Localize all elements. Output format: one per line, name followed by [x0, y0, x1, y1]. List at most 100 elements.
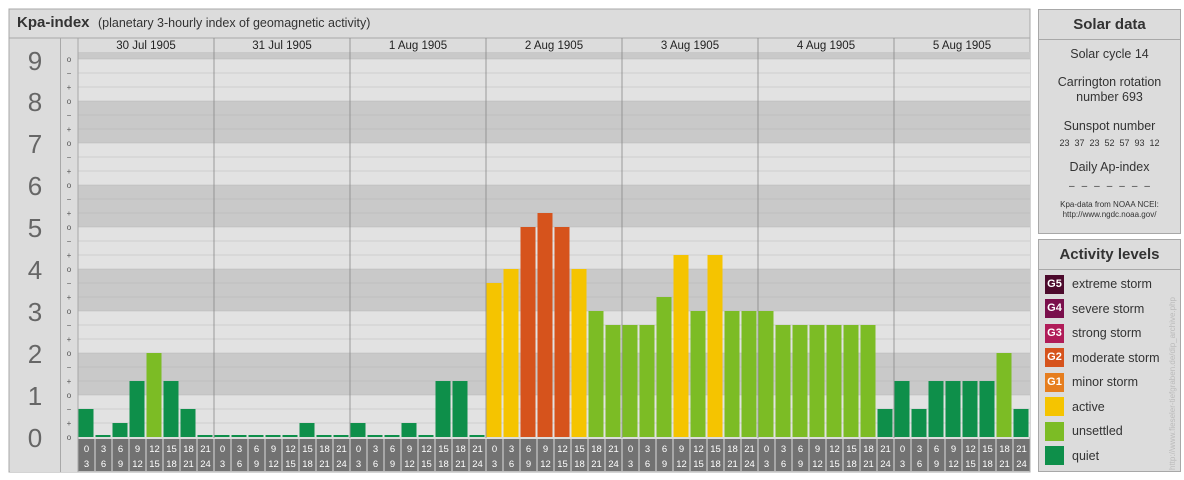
solar-cycle: Solar cycle 14 [1070, 47, 1149, 61]
hour-cell [78, 439, 95, 471]
y-subtick-label: + [67, 335, 72, 344]
hour-start: 9 [135, 444, 140, 455]
sunspot-value: 23 [1059, 138, 1070, 148]
hour-start: 21 [336, 444, 347, 455]
kp-bar [163, 381, 179, 437]
kp-bar [724, 311, 740, 437]
y-subtick-label: o [67, 139, 72, 148]
hour-cell [775, 439, 792, 471]
hour-cell [265, 439, 282, 471]
hour-end: 21 [455, 459, 466, 470]
y-label-column [10, 38, 60, 472]
sunspot-numbers: 23 37 23 52 57 93 12 [1039, 138, 1180, 148]
hour-start: 6 [390, 444, 395, 455]
day-label: 3 Aug 1905 [661, 40, 719, 52]
hour-start: 21 [200, 444, 211, 455]
y-tick-label: 2 [28, 339, 42, 369]
level-label: moderate storm [1072, 350, 1160, 365]
hour-end: 12 [676, 459, 687, 470]
hour-start: 15 [574, 444, 585, 455]
hour-end: 6 [509, 459, 514, 470]
hour-end: 21 [863, 459, 874, 470]
ap-value: – [1094, 181, 1100, 192]
hour-cell [112, 439, 129, 471]
levels-title: Activity levels [1039, 240, 1180, 270]
solar-data-panel: Solar data Solar cycle 14 Carrington rot… [1038, 9, 1181, 234]
hour-start: 3 [917, 444, 922, 455]
hour-end: 9 [118, 459, 123, 470]
kp-bar [775, 324, 791, 437]
kp-bar [945, 381, 961, 437]
y-band [78, 143, 1030, 185]
kp-bar [282, 435, 298, 437]
hour-start: 18 [183, 444, 194, 455]
kp-bar [503, 269, 519, 437]
solar-title: Solar data [1039, 10, 1180, 40]
credit-link[interactable]: http://www.fieseler-tiefgraben.de/dip_ar… [1168, 297, 1177, 470]
carrington-line-1: Carrington rotation [1057, 75, 1162, 89]
hour-start: 9 [951, 444, 956, 455]
hour-start: 6 [798, 444, 803, 455]
hour-start: 12 [965, 444, 976, 455]
y-tick-label: 0 [28, 423, 42, 453]
level-item: active [1045, 397, 1105, 417]
kp-bar [435, 381, 451, 437]
kp-bar [826, 324, 842, 437]
hour-end: 12 [404, 459, 415, 470]
y-subtick-label: o [67, 55, 72, 64]
kp-bar [350, 423, 366, 437]
hour-start: 3 [781, 444, 786, 455]
hour-start: 12 [285, 444, 296, 455]
sunspot-value: 57 [1119, 138, 1130, 148]
y-tick-label: 8 [28, 87, 42, 117]
y-subtick-label: o [67, 181, 72, 190]
kp-bar [537, 213, 553, 437]
kp-bar [758, 311, 774, 437]
ap-value: – [1081, 181, 1088, 192]
hour-cell [333, 439, 350, 471]
hour-end: 6 [101, 459, 106, 470]
kp-bar [486, 282, 502, 437]
level-label: unsettled [1072, 424, 1123, 438]
hour-cell [1013, 439, 1030, 471]
hour-cell [792, 439, 809, 471]
y-subtick-label: o [67, 349, 72, 358]
kp-bar [316, 435, 332, 437]
y-subtick-label: + [67, 83, 72, 92]
hour-start: 6 [118, 444, 123, 455]
hour-cell [197, 439, 214, 471]
kp-bar [809, 324, 825, 437]
hour-start: 12 [829, 444, 840, 455]
sunspot-value: 37 [1074, 138, 1085, 148]
sunspot-value: 12 [1149, 138, 1160, 148]
hour-end: 24 [200, 459, 211, 470]
hour-cell [945, 439, 962, 471]
hour-end: 18 [166, 459, 177, 470]
y-subtick-label: − [67, 69, 72, 78]
ap-value: – [1131, 181, 1138, 192]
hour-start: 21 [472, 444, 483, 455]
level-swatch: G5 [1045, 274, 1064, 294]
source-link[interactable]: http://www.ngdc.noaa.gov/ [1062, 210, 1157, 219]
kp-bar [860, 324, 876, 437]
y-band [78, 59, 1030, 101]
hour-end: 24 [744, 459, 755, 470]
y-subtick-label: − [67, 111, 72, 120]
hour-cell [639, 439, 656, 471]
hour-start: 0 [628, 444, 633, 455]
hour-cell [571, 439, 588, 471]
hour-end: 15 [285, 459, 296, 470]
hour-start: 15 [166, 444, 177, 455]
y-subtick-label: − [67, 195, 72, 204]
y-subtick-label: o [67, 223, 72, 232]
bars [78, 213, 1029, 437]
level-swatch: G3 [1045, 323, 1064, 343]
kp-bar [894, 381, 910, 437]
kp-bar [452, 381, 468, 437]
hour-end: 3 [84, 459, 89, 470]
hour-start: 12 [421, 444, 432, 455]
hour-end: 12 [948, 459, 959, 470]
y-subtick-label: o [67, 265, 72, 274]
hour-end: 9 [526, 459, 531, 470]
hour-start: 15 [710, 444, 721, 455]
